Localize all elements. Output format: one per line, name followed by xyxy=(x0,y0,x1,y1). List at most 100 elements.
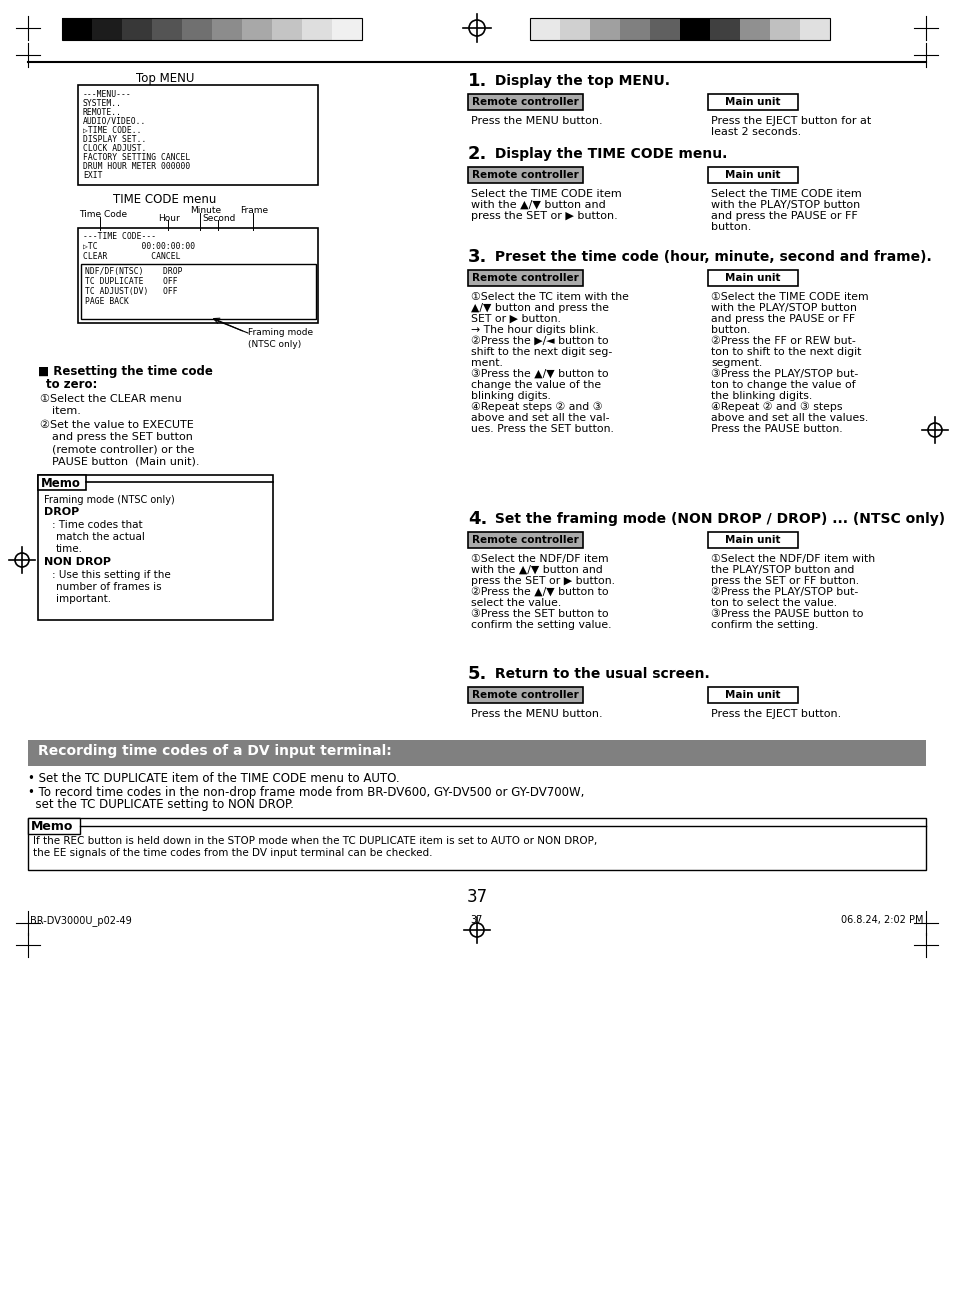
Bar xyxy=(468,686,582,703)
Text: Press the MENU button.: Press the MENU button. xyxy=(471,116,602,126)
Text: important.: important. xyxy=(56,594,111,604)
Text: ②Set the value to EXECUTE: ②Set the value to EXECUTE xyxy=(40,420,193,430)
Text: : Use this setting if the: : Use this setting if the xyxy=(52,569,171,580)
Text: PAUSE button  (Main unit).: PAUSE button (Main unit). xyxy=(52,456,199,465)
Text: DISPLAY SET..: DISPLAY SET.. xyxy=(83,135,146,144)
Bar xyxy=(707,94,797,111)
Text: the EE signals of the time codes from the DV input terminal can be checked.: the EE signals of the time codes from th… xyxy=(33,848,432,858)
Text: EXIT: EXIT xyxy=(83,172,102,179)
Text: : Time codes that: : Time codes that xyxy=(52,520,143,530)
Text: • To record time codes in the non-drop frame mode from BR-DV600, GY-DV500 or GY-: • To record time codes in the non-drop f… xyxy=(28,786,584,800)
Text: Remote controller: Remote controller xyxy=(472,536,578,545)
Bar xyxy=(589,18,619,40)
Text: ①Select the CLEAR menu: ①Select the CLEAR menu xyxy=(40,394,182,404)
Text: Minute: Minute xyxy=(190,205,221,214)
Text: Return to the usual screen.: Return to the usual screen. xyxy=(490,667,709,681)
Text: If the REC button is held down in the STOP mode when the TC DUPLICATE item is se: If the REC button is held down in the ST… xyxy=(33,836,597,846)
Text: shift to the next digit seg-: shift to the next digit seg- xyxy=(471,347,612,358)
Bar xyxy=(559,18,589,40)
Text: Preset the time code (hour, minute, second and frame).: Preset the time code (hour, minute, seco… xyxy=(490,250,931,264)
Bar xyxy=(468,532,582,549)
Text: 5.: 5. xyxy=(468,666,487,682)
Text: ③Press the PLAY/STOP but-: ③Press the PLAY/STOP but- xyxy=(710,369,858,380)
Bar xyxy=(62,18,91,40)
Bar xyxy=(800,18,829,40)
Text: ton to change the value of: ton to change the value of xyxy=(710,380,855,390)
Text: BR-DV3000U_p02-49: BR-DV3000U_p02-49 xyxy=(30,915,132,926)
Text: • Set the TC DUPLICATE item of the TIME CODE menu to AUTO.: • Set the TC DUPLICATE item of the TIME … xyxy=(28,772,399,785)
Bar xyxy=(468,166,582,183)
Text: Select the TIME CODE item: Select the TIME CODE item xyxy=(471,188,621,199)
Bar xyxy=(28,818,925,870)
Text: DRUM HOUR METER 000000: DRUM HOUR METER 000000 xyxy=(83,162,190,172)
Text: ②Press the PLAY/STOP but-: ②Press the PLAY/STOP but- xyxy=(710,588,858,597)
Text: ①Select the TIME CODE item: ①Select the TIME CODE item xyxy=(710,292,868,302)
Text: Memo: Memo xyxy=(30,820,73,833)
Text: and press the PAUSE or FF: and press the PAUSE or FF xyxy=(710,211,857,221)
Text: ④Repeat steps ② and ③: ④Repeat steps ② and ③ xyxy=(471,402,602,412)
Text: 4.: 4. xyxy=(468,510,487,528)
Text: ③Press the ▲/▼ button to: ③Press the ▲/▼ button to xyxy=(471,369,608,380)
Bar xyxy=(649,18,679,40)
Text: with the PLAY/STOP button: with the PLAY/STOP button xyxy=(710,303,856,313)
Text: Memo: Memo xyxy=(41,477,81,490)
Text: and press the PAUSE or FF: and press the PAUSE or FF xyxy=(710,315,854,324)
Text: ②Press the ▲/▼ button to: ②Press the ▲/▼ button to xyxy=(471,588,608,597)
Bar xyxy=(332,18,361,40)
Bar xyxy=(740,18,769,40)
Bar xyxy=(468,94,582,111)
Text: Top MENU: Top MENU xyxy=(135,72,194,84)
Text: ton to select the value.: ton to select the value. xyxy=(710,598,836,608)
Text: Remote controller: Remote controller xyxy=(472,170,578,179)
Text: Framing mode (NTSC only): Framing mode (NTSC only) xyxy=(44,495,174,504)
Text: → The hour digits blink.: → The hour digits blink. xyxy=(471,325,598,335)
Text: ②Press the FF or REW but-: ②Press the FF or REW but- xyxy=(710,335,855,346)
Text: 37: 37 xyxy=(466,888,487,906)
Bar xyxy=(242,18,272,40)
Bar xyxy=(530,18,559,40)
Text: Display the TIME CODE menu.: Display the TIME CODE menu. xyxy=(490,147,726,161)
Text: match the actual: match the actual xyxy=(56,532,145,542)
Text: DROP: DROP xyxy=(44,507,79,517)
Bar xyxy=(38,474,273,620)
Text: ③Press the SET button to: ③Press the SET button to xyxy=(471,608,608,619)
Bar xyxy=(707,532,797,549)
Text: AUDIO/VIDEO..: AUDIO/VIDEO.. xyxy=(83,117,146,126)
Text: ton to shift to the next digit: ton to shift to the next digit xyxy=(710,347,861,358)
Text: SYSTEM..: SYSTEM.. xyxy=(83,99,122,108)
Bar xyxy=(62,18,361,40)
Text: ■ Resetting the time code: ■ Resetting the time code xyxy=(38,365,213,378)
Bar xyxy=(707,270,797,286)
Text: time.: time. xyxy=(56,543,83,554)
Bar xyxy=(530,18,829,40)
Text: Frame: Frame xyxy=(240,205,268,214)
Text: TC ADJUST(DV)   OFF: TC ADJUST(DV) OFF xyxy=(85,287,177,296)
Text: NDF/DF(NTSC)    DROP: NDF/DF(NTSC) DROP xyxy=(85,266,182,276)
Text: number of frames is: number of frames is xyxy=(56,582,161,592)
Text: press the SET or FF button.: press the SET or FF button. xyxy=(710,576,859,586)
Text: and press the SET button: and press the SET button xyxy=(52,432,193,442)
Text: Press the MENU button.: Press the MENU button. xyxy=(471,708,602,719)
Text: SET or ▶ button.: SET or ▶ button. xyxy=(471,315,560,324)
Text: ①Select the NDF/DF item with: ①Select the NDF/DF item with xyxy=(710,554,874,564)
Bar xyxy=(122,18,152,40)
Text: Remote controller: Remote controller xyxy=(472,273,578,283)
Text: blinking digits.: blinking digits. xyxy=(471,391,550,400)
Text: 06.8.24, 2:02 PM: 06.8.24, 2:02 PM xyxy=(841,915,923,926)
Bar xyxy=(38,474,86,490)
Text: with the ▲/▼ button and: with the ▲/▼ button and xyxy=(471,200,605,211)
Bar xyxy=(468,270,582,286)
Text: PAGE BACK: PAGE BACK xyxy=(85,296,129,306)
Bar xyxy=(91,18,122,40)
Text: confirm the setting value.: confirm the setting value. xyxy=(471,620,611,630)
Text: ①Select the NDF/DF item: ①Select the NDF/DF item xyxy=(471,554,608,564)
Text: confirm the setting.: confirm the setting. xyxy=(710,620,818,630)
Text: Recording time codes of a DV input terminal:: Recording time codes of a DV input termi… xyxy=(38,744,392,758)
Text: to zero:: to zero: xyxy=(46,378,97,391)
Text: TC DUPLICATE    OFF: TC DUPLICATE OFF xyxy=(85,277,177,286)
Text: segment.: segment. xyxy=(710,358,761,368)
Text: FACTORY SETTING CANCEL: FACTORY SETTING CANCEL xyxy=(83,153,190,162)
Bar xyxy=(769,18,800,40)
Bar xyxy=(709,18,740,40)
Bar xyxy=(78,84,317,185)
